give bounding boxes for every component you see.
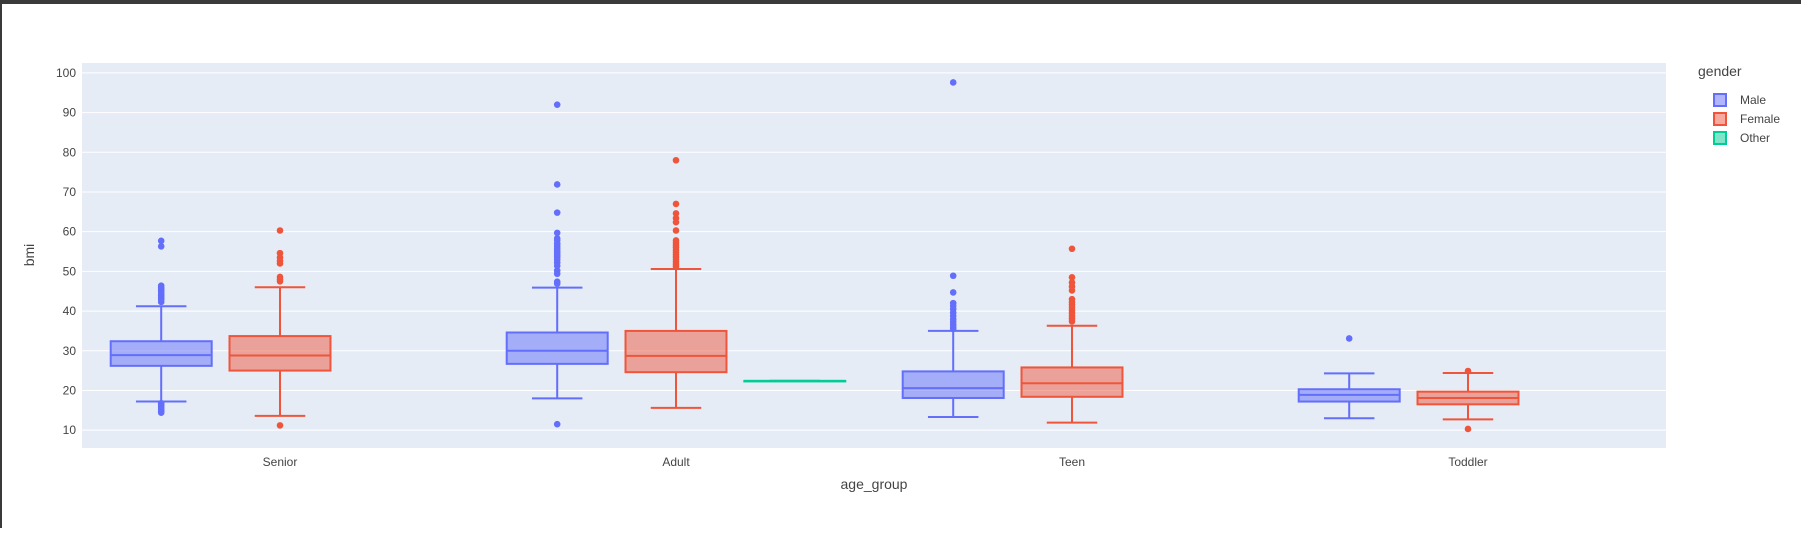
box-iqr bbox=[109, 340, 213, 367]
box-iqr bbox=[901, 370, 1005, 399]
outlier-point-1 bbox=[1068, 274, 1076, 281]
plot-area-background bbox=[82, 63, 1666, 448]
box-iqr bbox=[624, 329, 728, 374]
outlier-point-17 bbox=[672, 263, 680, 270]
box-iqr bbox=[228, 335, 332, 372]
outlier-point-17 bbox=[553, 270, 561, 278]
y-tick-label-50: 50 bbox=[63, 264, 77, 278]
outlier-point-1 bbox=[1464, 425, 1472, 433]
y-tick-label-100: 100 bbox=[56, 66, 76, 80]
x-tick-label-teen: Teen bbox=[1059, 455, 1085, 469]
x-tick-label-toddler: Toddler bbox=[1448, 455, 1487, 469]
legend-swatch-other bbox=[1713, 131, 1727, 145]
legend-swatch-male bbox=[1713, 93, 1727, 107]
outlier-point-1 bbox=[672, 200, 680, 208]
outlier-point-2 bbox=[553, 209, 561, 216]
outlier-point-20 bbox=[553, 420, 561, 428]
outlier-point-2 bbox=[949, 289, 957, 296]
outlier-point-0 bbox=[949, 79, 957, 86]
box-male-toddler bbox=[1297, 335, 1401, 420]
outlier-point-1 bbox=[553, 181, 561, 188]
box-plot-chart: 10 20 30 40 50 60 70 80 90 100 Senior Adult Teen Tod… bbox=[21, 63, 1780, 492]
y-tick-label-30: 30 bbox=[63, 344, 77, 358]
outlier-point-4 bbox=[1068, 287, 1076, 294]
box-female-adult bbox=[624, 156, 728, 409]
outlier-point-1 bbox=[949, 272, 957, 280]
outlier-point-0 bbox=[157, 237, 165, 245]
outlier-point-18 bbox=[157, 409, 165, 416]
legend-label-other: Other bbox=[1740, 131, 1770, 145]
legend-title: gender bbox=[1698, 63, 1742, 79]
outlier-point-0 bbox=[1345, 335, 1353, 342]
box-other-adult bbox=[743, 379, 847, 383]
outlier-point-0 bbox=[276, 227, 284, 234]
outlier-point-2 bbox=[672, 210, 680, 217]
y-tick-label-90: 90 bbox=[63, 106, 77, 120]
outlier-point-15 bbox=[553, 262, 561, 270]
outlier-point-11 bbox=[157, 298, 165, 306]
outlier-point-0 bbox=[1464, 367, 1472, 375]
legend-swatch-female bbox=[1713, 112, 1727, 126]
y-tick-label-70: 70 bbox=[63, 185, 77, 199]
x-tick-label-senior: Senior bbox=[263, 455, 298, 469]
y-tick-label-20: 20 bbox=[63, 383, 77, 397]
outlier-point-4 bbox=[276, 260, 284, 267]
outlier-point-4 bbox=[672, 218, 680, 226]
y-tick-labels: 10 20 30 40 50 60 70 80 90 100 bbox=[56, 66, 76, 437]
y-tick-label-80: 80 bbox=[63, 145, 77, 159]
legend-label-female: Female bbox=[1740, 112, 1780, 126]
gridlines bbox=[82, 72, 1666, 431]
outlier-point-13 bbox=[1068, 318, 1076, 325]
box-male-teen bbox=[901, 79, 1005, 419]
box-female-teen bbox=[1020, 245, 1124, 424]
x-axis-title: age_group bbox=[841, 476, 908, 492]
outlier-point-7 bbox=[276, 277, 284, 285]
box-female-toddler bbox=[1416, 367, 1520, 433]
outlier-point-3 bbox=[553, 229, 561, 237]
box-male-adult bbox=[505, 101, 609, 428]
box-male-senior bbox=[109, 237, 213, 416]
y-axis-title: bmi bbox=[21, 244, 37, 267]
outlier-point-1 bbox=[157, 243, 165, 250]
outlier-point-0 bbox=[672, 156, 680, 164]
box-traces bbox=[109, 79, 1520, 433]
box-iqr bbox=[1020, 366, 1124, 398]
box-female-senior bbox=[228, 227, 332, 429]
legend-label-male: Male bbox=[1740, 93, 1766, 107]
x-tick-labels: Senior Adult Teen Toddler bbox=[263, 455, 1488, 469]
y-tick-label-10: 10 bbox=[63, 423, 77, 437]
outlier-point-0 bbox=[1068, 245, 1076, 253]
outlier-point-19 bbox=[553, 280, 561, 287]
box-iqr bbox=[505, 331, 609, 365]
outlier-point-8 bbox=[276, 422, 284, 429]
y-tick-label-40: 40 bbox=[63, 304, 77, 318]
legend: gender Male Female Other bbox=[1698, 63, 1780, 145]
outlier-point-12 bbox=[949, 325, 957, 333]
y-tick-label-60: 60 bbox=[63, 225, 77, 239]
outlier-point-0 bbox=[553, 101, 561, 108]
outlier-point-5 bbox=[672, 227, 680, 234]
x-tick-label-adult: Adult bbox=[662, 455, 690, 469]
